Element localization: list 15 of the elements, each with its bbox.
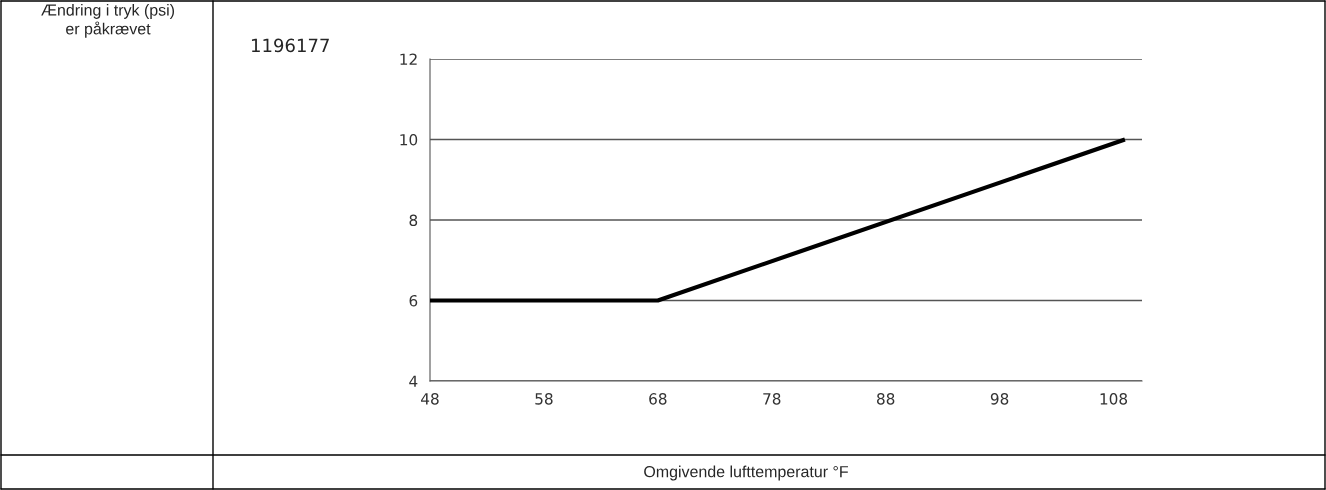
y-tick-label: 8 [409, 214, 418, 227]
y-tick-label: 12 [400, 53, 417, 65]
text: Ændring i tryk (psi) er påkrævet [41, 4, 175, 38]
text: 1196177 [251, 38, 329, 53]
y-tick-label: 6 [409, 294, 418, 307]
y-tick-label: 10 [400, 133, 418, 146]
x-tick-label: 48 [421, 393, 439, 405]
x-tick-label: 58 [535, 393, 553, 405]
x-tick-label: 78 [763, 393, 781, 405]
x-tick-label: 98 [990, 393, 1009, 405]
x-axis-title: Omgivende lufttemperatur °F [644, 465, 848, 481]
x-tick-label: 108 [1100, 393, 1128, 405]
y-tick-label: 4 [409, 375, 418, 387]
x-tick-label: 88 [877, 393, 895, 405]
x-tick-label: 68 [649, 393, 667, 405]
